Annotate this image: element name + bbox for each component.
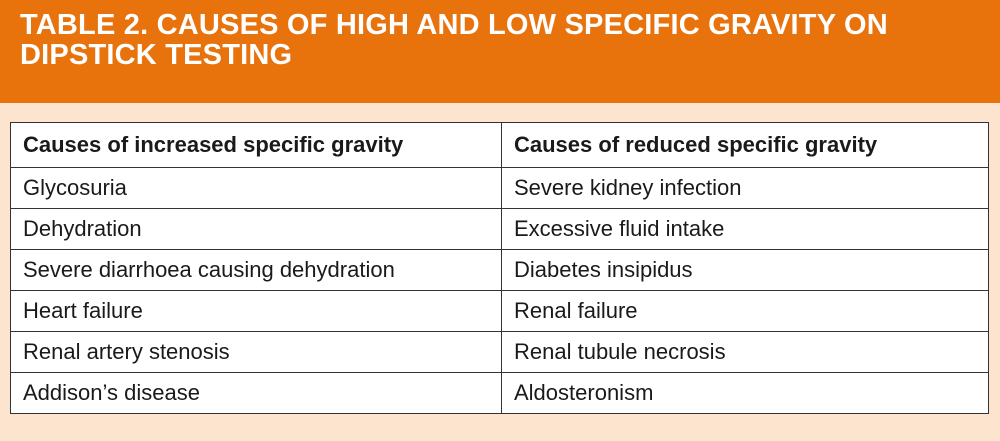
table-row: Severe diarrhoea causing dehydration Dia… <box>10 249 989 291</box>
table-row: Heart failure Renal failure <box>10 290 989 332</box>
cell-reduced: Renal failure <box>501 290 989 332</box>
column-header-increased: Causes of increased specific gravity <box>10 122 502 168</box>
cell-reduced: Aldosteronism <box>501 372 989 414</box>
cell-increased: Addison’s disease <box>10 372 502 414</box>
table-row: Addison’s disease Aldosteronism <box>10 372 989 414</box>
table-container: Causes of increased specific gravity Cau… <box>10 122 989 414</box>
cell-reduced: Renal tubule necrosis <box>501 331 989 373</box>
cell-reduced: Severe kidney infection <box>501 167 989 209</box>
column-header-reduced: Causes of reduced specific gravity <box>501 122 989 168</box>
cell-reduced: Excessive fluid intake <box>501 208 989 250</box>
table-row: Renal artery stenosis Renal tubule necro… <box>10 331 989 373</box>
cell-reduced: Diabetes insipidus <box>501 249 989 291</box>
cell-increased: Dehydration <box>10 208 502 250</box>
table-header-row: Causes of increased specific gravity Cau… <box>10 122 989 168</box>
specific-gravity-table: Causes of increased specific gravity Cau… <box>10 122 989 414</box>
cell-increased: Glycosuria <box>10 167 502 209</box>
table-row: Dehydration Excessive fluid intake <box>10 208 989 250</box>
cell-increased: Severe diarrhoea causing dehydration <box>10 249 502 291</box>
cell-increased: Heart failure <box>10 290 502 332</box>
cell-increased: Renal artery stenosis <box>10 331 502 373</box>
title-banner: TABLE 2. CAUSES OF HIGH AND LOW SPECIFIC… <box>0 0 1000 103</box>
table-row: Glycosuria Severe kidney infection <box>10 167 989 209</box>
table-title: TABLE 2. CAUSES OF HIGH AND LOW SPECIFIC… <box>20 9 888 71</box>
